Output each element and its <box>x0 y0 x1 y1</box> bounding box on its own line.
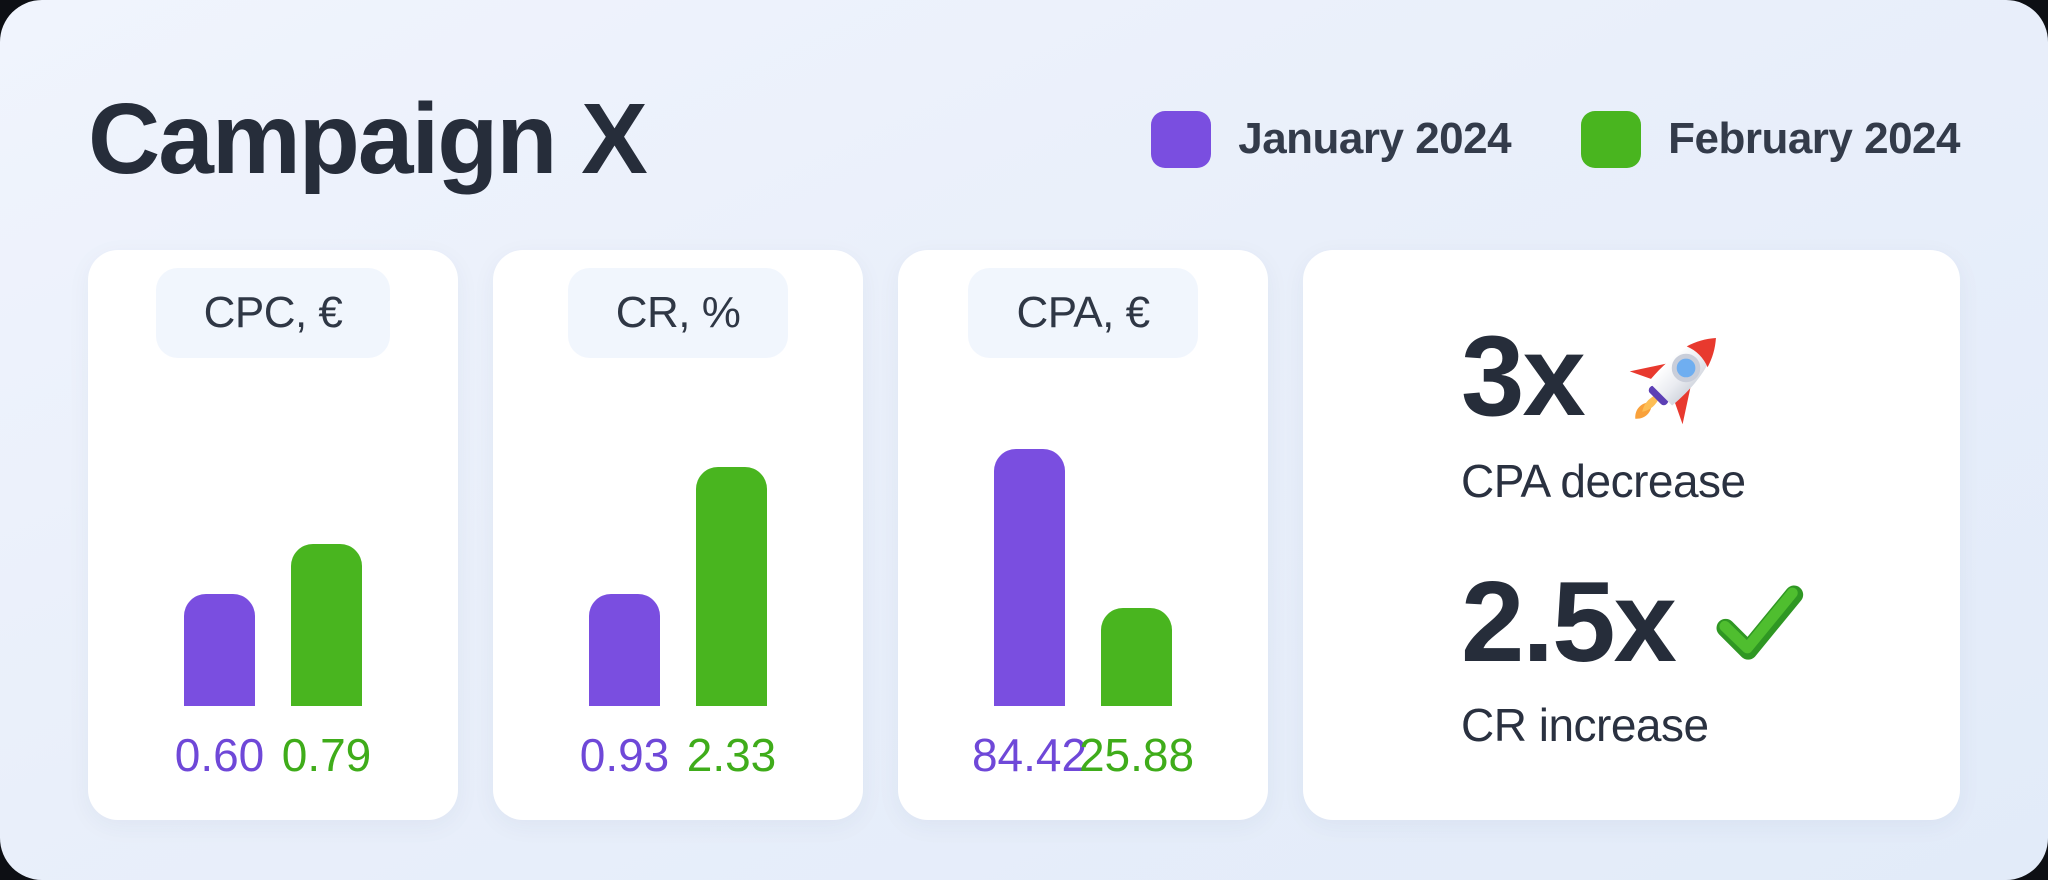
summary-headline: 2.5x <box>1461 566 1960 680</box>
bar-column-february: 2.33 <box>687 467 776 778</box>
metric-card-cpc: CPC, € 0.60 0.79 <box>88 250 458 820</box>
cards-row: CPC, € 0.60 0.79 CR, % <box>88 250 1960 820</box>
chart-legend: January 2024 February 2024 <box>1151 110 1960 168</box>
bar-chart-cpa: 84.42 25.88 <box>898 449 1268 778</box>
legend-swatch-january <box>1151 110 1212 168</box>
bar-february <box>696 467 767 706</box>
bar-february <box>291 544 362 706</box>
bar-column-february: 0.79 <box>282 544 371 778</box>
bar-january <box>589 594 660 706</box>
bar-january <box>994 449 1065 706</box>
bar-february <box>1101 608 1172 706</box>
bar-column-january: 84.42 <box>972 449 1087 778</box>
rocket-icon <box>1629 338 1716 425</box>
summary-card: 3x <box>1303 250 1960 820</box>
bar-chart-cr: 0.93 2.33 <box>493 467 863 778</box>
metric-title-pill: CPC, € <box>155 268 391 358</box>
bar-january <box>184 594 255 706</box>
metric-title: CR, % <box>615 288 741 337</box>
metric-title-pill: CR, % <box>567 268 789 358</box>
checkmark-icon <box>1716 585 1804 660</box>
summary-label: CR increase <box>1461 699 1709 751</box>
bar-value-january: 0.60 <box>174 729 265 781</box>
legend-item-february: February 2024 <box>1581 110 1960 168</box>
bar-chart-cpc: 0.60 0.79 <box>88 544 458 778</box>
legend-label-february: February 2024 <box>1668 114 1960 163</box>
bar-value-february: 0.79 <box>281 729 372 781</box>
bar-value-january: 84.42 <box>971 729 1088 781</box>
summary-headline: 3x <box>1461 318 1960 436</box>
bar-column-january: 0.93 <box>580 594 669 778</box>
header: Campaign X January 2024 February 2024 <box>88 84 1960 194</box>
metric-card-cr: CR, % 0.93 2.33 <box>493 250 863 820</box>
bar-value-february: 2.33 <box>686 729 777 781</box>
bar-value-january: 0.93 <box>579 729 670 781</box>
summary-value: 2.5x <box>1461 559 1677 686</box>
metric-title: CPC, € <box>203 288 343 337</box>
legend-label-january: January 2024 <box>1238 114 1512 163</box>
metric-card-cpa: CPA, € 84.42 25.88 <box>898 250 1268 820</box>
summary-cpa-decrease: 3x <box>1461 318 1960 508</box>
legend-item-january: January 2024 <box>1151 110 1512 168</box>
bar-value-february: 25.88 <box>1078 729 1195 781</box>
bar-column-february: 25.88 <box>1079 608 1194 778</box>
summary-label: CPA decrease <box>1461 455 1746 507</box>
page-title: Campaign X <box>88 82 648 195</box>
bar-column-january: 0.60 <box>175 594 264 778</box>
summary-cr-increase: 2.5x CR increase <box>1461 566 1960 752</box>
metric-title-pill: CPA, € <box>968 268 1198 358</box>
legend-swatch-february <box>1581 110 1642 168</box>
metric-title: CPA, € <box>1016 288 1150 337</box>
summary-value: 3x <box>1461 313 1586 440</box>
